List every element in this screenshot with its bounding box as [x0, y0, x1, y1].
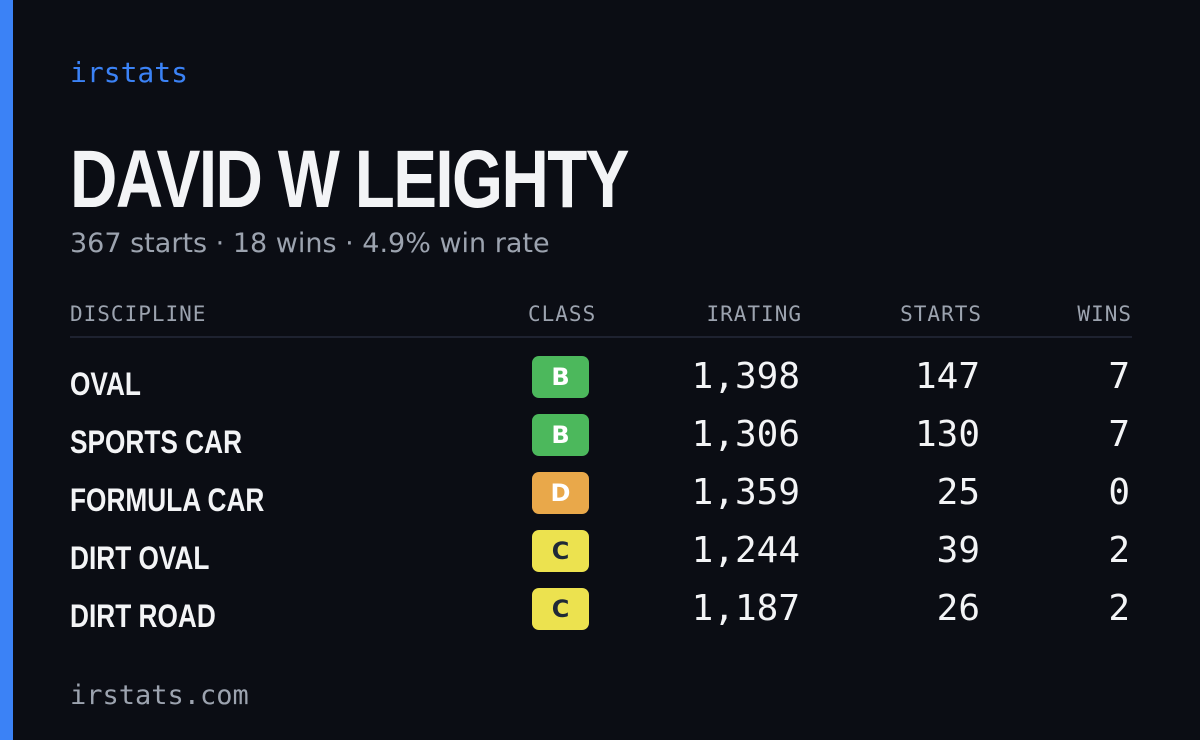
table-body: OVAL B 1,398 147 7 SPORTS CAR B 1,306 13…	[70, 338, 1132, 642]
table-header: DISCIPLINE CLASS IRATING STARTS WINS	[70, 296, 1132, 338]
irating-value: 1,187	[691, 588, 800, 629]
discipline-name: DIRT ROAD	[70, 598, 216, 634]
wins-value: 7	[1108, 414, 1130, 455]
class-badge: C	[532, 588, 589, 630]
footer-site-url: irstats.com	[70, 680, 249, 711]
class-badge: D	[532, 472, 589, 514]
discipline-name: FORMULA CAR	[70, 482, 265, 518]
irating-value: 1,306	[691, 414, 800, 455]
header-starts: STARTS	[900, 302, 982, 326]
discipline-name: DIRT OVAL	[70, 540, 210, 576]
wins-value: 2	[1108, 530, 1130, 571]
wins-value: 7	[1108, 356, 1130, 397]
starts-value: 26	[936, 588, 980, 629]
table-row: OVAL B 1,398 147 7	[70, 352, 1132, 410]
starts-value: 39	[936, 530, 980, 571]
starts-value: 147	[914, 356, 980, 397]
driver-summary: 367 starts · 18 wins · 4.9% win rate	[70, 228, 550, 259]
header-wins: WINS	[1077, 302, 1132, 326]
header-irating: IRATING	[706, 302, 802, 326]
brand-logo-text: irstats	[70, 56, 189, 89]
starts-value: 25	[936, 472, 980, 513]
class-badge: B	[532, 414, 589, 456]
discipline-name: SPORTS CAR	[70, 424, 243, 460]
header-discipline: DISCIPLINE	[70, 302, 207, 326]
wins-value: 0	[1108, 472, 1130, 513]
class-badge: C	[532, 530, 589, 572]
table-row: SPORTS CAR B 1,306 130 7	[70, 410, 1132, 468]
driver-name: DAVID W LEIGHTY	[70, 134, 629, 225]
stats-table: DISCIPLINE CLASS IRATING STARTS WINS OVA…	[70, 296, 1132, 642]
table-row: FORMULA CAR D 1,359 25 0	[70, 468, 1132, 526]
starts-value: 130	[914, 414, 980, 455]
table-row: DIRT ROAD C 1,187 26 2	[70, 584, 1132, 642]
table-row: DIRT OVAL C 1,244 39 2	[70, 526, 1132, 584]
irating-value: 1,244	[691, 530, 800, 571]
irating-value: 1,398	[691, 356, 800, 397]
irating-value: 1,359	[691, 472, 800, 513]
accent-bar	[0, 0, 13, 740]
discipline-name: OVAL	[70, 366, 141, 402]
class-badge: B	[532, 356, 589, 398]
header-class: CLASS	[528, 302, 597, 326]
wins-value: 2	[1108, 588, 1130, 629]
